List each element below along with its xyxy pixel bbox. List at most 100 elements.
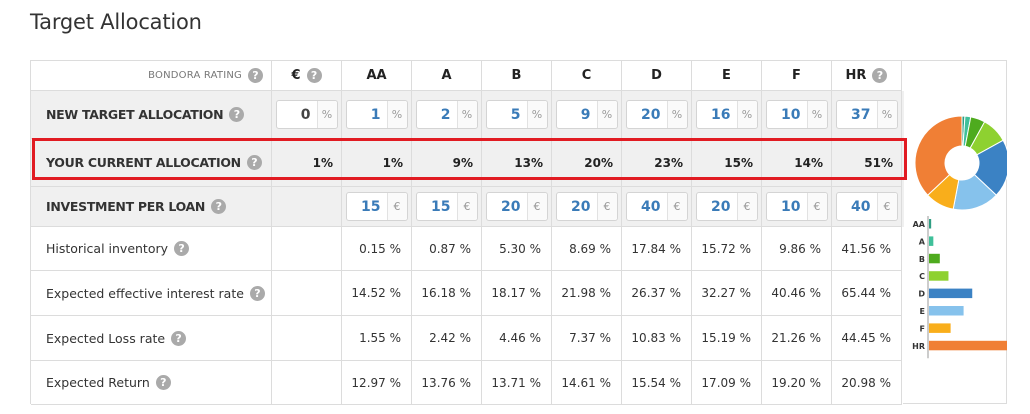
input-cell: 40 € xyxy=(622,187,692,227)
page-title: Target Allocation xyxy=(30,10,202,34)
target-allocation-input[interactable]: 20% xyxy=(625,100,688,129)
cell-value: 15% xyxy=(724,155,753,170)
cell-value: 9% xyxy=(452,155,473,170)
unit-label: % xyxy=(456,101,477,128)
row-label: INVESTMENT PER LOAN xyxy=(46,199,206,214)
value-cell: 13.71 % xyxy=(482,361,552,405)
value-cell: 0.87 % xyxy=(412,227,482,271)
help-icon[interactable]: ? xyxy=(248,68,263,83)
input-cell: 0% xyxy=(272,91,342,139)
value-cell: 15.54 % xyxy=(622,361,692,405)
input-value[interactable]: 16 xyxy=(711,106,731,123)
column-label: F xyxy=(792,68,801,83)
value-cell: 14% xyxy=(762,139,832,187)
column-header: €? xyxy=(272,61,342,91)
cell-value: 15.19 % xyxy=(701,331,751,345)
column-header: C xyxy=(552,61,622,91)
input-value[interactable]: 10 xyxy=(781,106,801,123)
value-cell: 1.55 % xyxy=(342,316,412,361)
bar-e xyxy=(929,306,964,316)
pie-slice-hr xyxy=(914,115,963,196)
target-allocation-input[interactable]: 37% xyxy=(835,100,898,129)
cell-value: 20.98 % xyxy=(841,375,891,390)
target-allocation-input[interactable]: 2% xyxy=(415,100,478,129)
input-value[interactable]: 10 xyxy=(781,198,801,215)
cell-value: 44.45 % xyxy=(841,331,891,345)
cell-value: 13% xyxy=(514,155,543,170)
help-icon[interactable]: ? xyxy=(155,375,171,390)
table-header-row: BONDORA RATING? €? AA A B C D E F HR? xyxy=(31,61,904,91)
investment-per-loan-input[interactable]: 20 € xyxy=(555,192,618,221)
cell-value: 13.71 % xyxy=(491,375,541,390)
input-value[interactable]: 20 xyxy=(501,198,521,215)
input-value[interactable]: 20 xyxy=(711,198,731,215)
input-value[interactable]: 20 xyxy=(571,198,591,215)
unit-label: % xyxy=(386,101,407,128)
row-label: Expected Loss rate xyxy=(46,330,166,346)
investment-per-loan-input[interactable]: 10 € xyxy=(765,192,828,221)
value-cell: 9.86 % xyxy=(762,227,832,271)
value-cell: 17.84 % xyxy=(622,227,692,271)
input-cell: 15 € xyxy=(412,187,482,227)
target-allocation-input[interactable]: 0% xyxy=(275,100,338,129)
bar-b xyxy=(929,253,940,264)
input-value[interactable]: 40 xyxy=(641,198,661,215)
table-row-current: YOUR CURRENT ALLOCATION? 1% 1% 9% 13% 20% 23% 1… xyxy=(31,139,904,187)
target-allocation-input[interactable]: 5% xyxy=(485,100,548,129)
help-icon[interactable]: ? xyxy=(171,330,187,346)
input-value[interactable]: 20 xyxy=(641,106,661,123)
investment-per-loan-input[interactable]: 40 € xyxy=(625,192,688,221)
help-icon[interactable]: ? xyxy=(306,68,322,83)
help-icon[interactable]: ? xyxy=(249,285,265,301)
row-label: Historical inventory xyxy=(46,241,169,256)
cell-value: 15.72 % xyxy=(701,241,751,256)
help-icon[interactable]: ? xyxy=(246,155,262,170)
target-allocation-input[interactable]: 16% xyxy=(695,100,758,129)
column-label: B xyxy=(511,68,522,83)
input-value[interactable]: 9 xyxy=(580,106,591,123)
investment-per-loan-input[interactable]: 40 € xyxy=(835,192,898,221)
input-value[interactable]: 15 xyxy=(361,198,381,215)
column-label: E xyxy=(722,68,731,83)
column-header: A xyxy=(412,61,482,91)
investment-per-loan-input[interactable]: 15 € xyxy=(345,192,408,221)
help-icon[interactable]: ? xyxy=(229,107,245,122)
help-icon[interactable]: ? xyxy=(174,241,190,256)
column-header: B xyxy=(482,61,552,91)
input-value[interactable]: 0 xyxy=(300,106,311,123)
investment-per-loan-input[interactable]: 15 € xyxy=(415,192,478,221)
target-allocation-input[interactable]: 1% xyxy=(345,100,408,129)
input-value[interactable]: 15 xyxy=(431,198,451,215)
value-cell: 1% xyxy=(342,139,412,187)
cell-value: 5.30 % xyxy=(499,241,541,256)
cell-value: 23% xyxy=(654,155,683,170)
input-value[interactable]: 5 xyxy=(510,106,521,123)
row-label: NEW TARGET ALLOCATION xyxy=(46,107,224,122)
cell-value: 26.37 % xyxy=(631,286,681,300)
cell-value: 51% xyxy=(864,155,893,170)
input-value[interactable]: 1 xyxy=(370,106,381,123)
input-cell: 20 € xyxy=(552,187,622,227)
investment-per-loan-input[interactable]: 20 € xyxy=(485,192,548,221)
value-cell: 21.26 % xyxy=(762,316,832,361)
unit-label: € xyxy=(386,193,407,220)
investment-per-loan-input[interactable]: 20 € xyxy=(695,192,758,221)
input-value[interactable]: 37 xyxy=(851,106,871,123)
cell-value: 18.17 % xyxy=(491,286,541,300)
target-allocation-input[interactable]: 9% xyxy=(555,100,618,129)
rating-label: BONDORA RATING xyxy=(148,70,242,81)
value-cell: 8.69 % xyxy=(552,227,622,271)
help-icon[interactable]: ? xyxy=(872,68,888,83)
value-cell: 23% xyxy=(622,139,692,187)
cell-value: 0.15 % xyxy=(359,241,401,256)
value-cell: 1% xyxy=(272,139,342,187)
value-cell: 12.97 % xyxy=(342,361,412,405)
input-cell: 40 € xyxy=(832,187,902,227)
target-allocation-input[interactable]: 10% xyxy=(765,100,828,129)
bar-label: D xyxy=(918,290,925,299)
input-value[interactable]: 2 xyxy=(440,106,451,123)
bar-label: C xyxy=(919,272,925,281)
input-value[interactable]: 40 xyxy=(851,198,871,215)
help-icon[interactable]: ? xyxy=(211,199,227,214)
